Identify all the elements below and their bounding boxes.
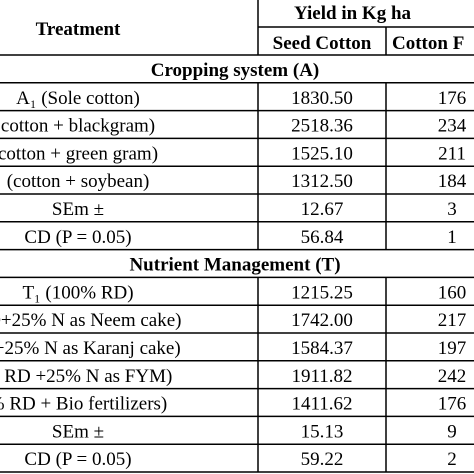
row-seed-cotton: 2518.36 xyxy=(291,116,353,137)
header-yield-group: Yield in Kg ha xyxy=(294,3,412,24)
section-title: Cropping system (A) xyxy=(151,60,320,81)
table-text: Treatment Yield in Kg ha Seed Cotton Cotton… xyxy=(0,3,467,470)
row-cotton: 184 xyxy=(438,171,467,192)
row-seed-cotton: 15.13 xyxy=(301,421,344,442)
row-treatment: cotton + blackgram) xyxy=(1,116,155,137)
row-treatment: SEm ± xyxy=(52,421,104,442)
row-cotton: 211 xyxy=(438,143,466,164)
row-seed-cotton: 12.67 xyxy=(301,199,344,220)
section-title: Nutrient Management (T) xyxy=(129,255,340,276)
row-cotton: 197 xyxy=(438,338,467,359)
row-treatment: % RD + Bio fertilizers) xyxy=(0,394,167,415)
row-seed-cotton: 1312.50 xyxy=(291,171,353,192)
row-treatment: A₁ (Sole cotton) xyxy=(16,88,140,109)
header-cotton: Cotton F xyxy=(392,33,464,54)
row-treatment: D +25% N as Karanj cake) xyxy=(0,338,181,359)
row-treatment: SEm ± xyxy=(52,199,104,220)
row-treatment: (cotton + soybean) xyxy=(7,171,150,192)
row-treatment: cotton + green gram) xyxy=(0,143,158,164)
row-treatment: RD+25% N as Neem cake) xyxy=(0,310,181,331)
row-cotton: 3 xyxy=(447,199,457,220)
row-seed-cotton: 1215.25 xyxy=(291,282,353,303)
row-seed-cotton: 1525.10 xyxy=(291,143,353,164)
row-seed-cotton: 1584.37 xyxy=(291,338,353,359)
row-cotton: 217 xyxy=(438,310,467,331)
row-cotton: 242 xyxy=(438,366,467,387)
row-treatment: % RD +25% N as FYM) xyxy=(0,366,172,387)
row-treatment: CD (P = 0.05) xyxy=(24,227,131,248)
row-seed-cotton: 1830.50 xyxy=(291,88,353,109)
row-cotton: 234 xyxy=(438,116,467,137)
row-seed-cotton: 1911.82 xyxy=(291,366,352,387)
row-cotton: 176 xyxy=(438,394,467,415)
row-cotton: 160 xyxy=(438,282,467,303)
row-seed-cotton: 56.84 xyxy=(301,227,344,248)
header-treatment: Treatment xyxy=(36,19,121,40)
row-cotton: 176 xyxy=(438,88,467,109)
row-seed-cotton: 1411.62 xyxy=(291,394,352,415)
header-seed-cotton: Seed Cotton xyxy=(273,33,372,54)
row-cotton: 2 xyxy=(447,449,457,470)
row-seed-cotton: 1742.00 xyxy=(291,310,353,331)
row-treatment: CD (P = 0.05) xyxy=(24,449,131,470)
row-cotton: 1 xyxy=(447,227,457,248)
row-treatment: T₁ (100% RD) xyxy=(22,282,133,303)
row-cotton: 9 xyxy=(447,421,457,442)
row-seed-cotton: 59.22 xyxy=(301,449,344,470)
